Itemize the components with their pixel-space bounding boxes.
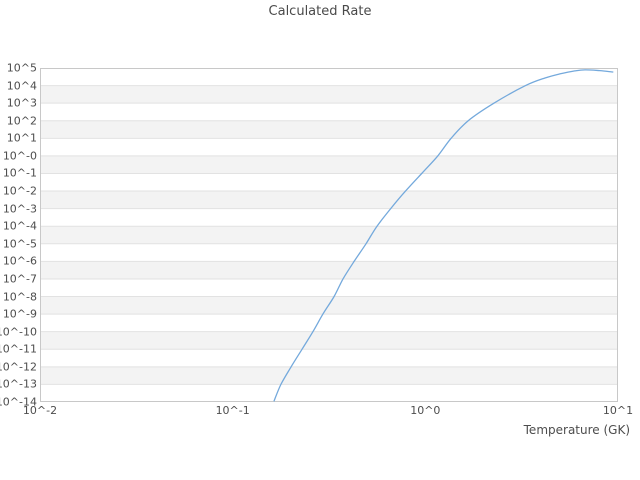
x-tick-label: 10^0: [410, 404, 441, 417]
y-tick-label: 10^-3: [2, 202, 37, 216]
y-tick-label: 10^-2: [2, 184, 37, 198]
grid-band: [40, 191, 618, 209]
plot-frame: [40, 68, 618, 402]
y-tick-label: 10^-11: [0, 342, 37, 356]
y-tick-label: 10^2: [6, 114, 37, 128]
y-tick-label: 10^-0: [2, 149, 37, 163]
y-tick-label: 10^-13: [0, 377, 37, 391]
chart-title: Calculated Rate: [268, 4, 372, 19]
grid-band: [40, 331, 618, 350]
y-tick-label: 10^-9: [2, 307, 37, 321]
y-tick-label: 10^5: [6, 61, 37, 75]
grid-band: [40, 155, 618, 174]
grid-band: [40, 85, 618, 104]
y-tick-label: 10^-12: [0, 360, 37, 374]
grid-band: [40, 261, 618, 279]
x-axis-title: Temperature (GK): [523, 423, 630, 437]
x-tick-label: 10^1: [602, 404, 634, 417]
y-tick-label: 10^-5: [2, 237, 37, 251]
x-tick-label: 10^-1: [215, 404, 250, 417]
grid-band: [40, 366, 618, 385]
y-tick-label: 10^3: [6, 96, 37, 110]
y-tick-label: 10^1: [6, 131, 37, 145]
y-tick-label: 10^-7: [2, 272, 37, 286]
y-tick-label: 10^4: [6, 79, 37, 93]
rate-curve: [273, 69, 614, 402]
x-tick-label: 10^-2: [22, 404, 58, 417]
y-tick-label: 10^-1: [2, 166, 37, 180]
y-tick-label: 10^-8: [2, 290, 37, 304]
grid-band: [40, 226, 618, 244]
y-tick-label: 10^-4: [2, 219, 37, 233]
grid-band: [40, 120, 618, 139]
y-tick-label: 10^-10: [0, 325, 37, 339]
y-tick-label: 10^-14: [0, 395, 37, 409]
y-tick-label: 10^-6: [2, 254, 37, 268]
